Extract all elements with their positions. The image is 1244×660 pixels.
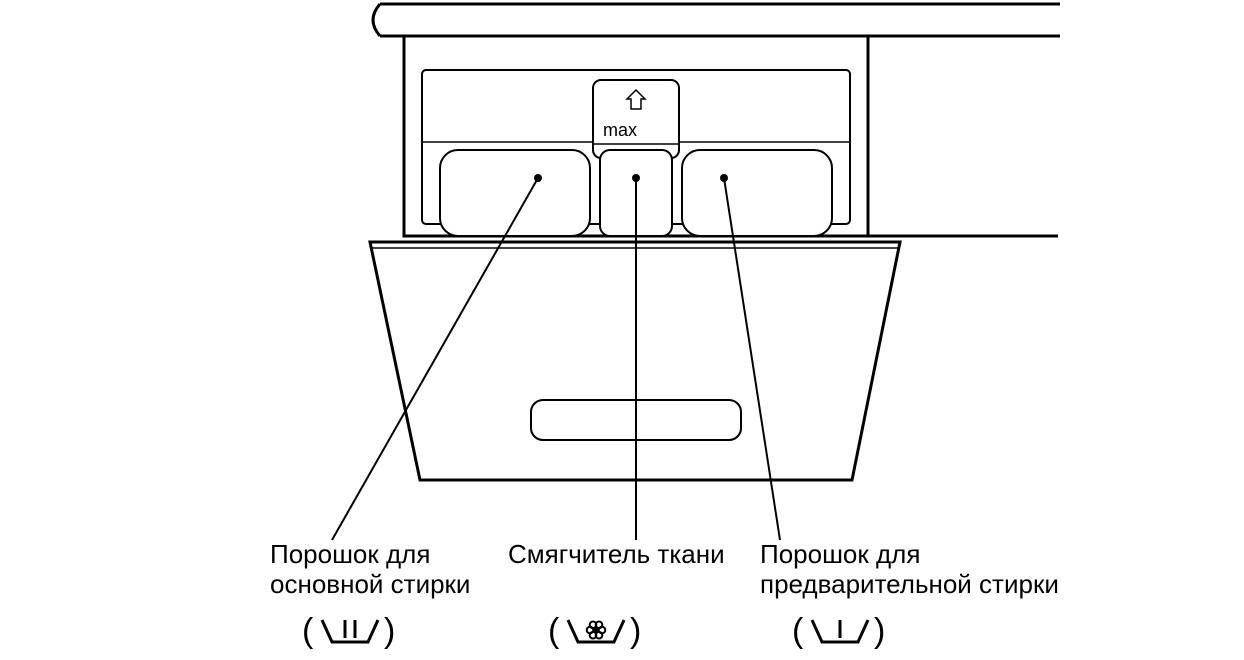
svg-text:(: ( bbox=[548, 612, 560, 650]
svg-text:): ) bbox=[874, 612, 885, 650]
softener-max-label: max bbox=[603, 120, 637, 140]
label-pre-wash-line1: предварительной стирки bbox=[760, 569, 1059, 599]
svg-text:): ) bbox=[384, 612, 395, 650]
leader-main-wash bbox=[332, 178, 538, 540]
svg-text:): ) bbox=[630, 612, 641, 650]
label-main-wash-line0: Порошок для bbox=[270, 539, 430, 569]
symbol-flower: () bbox=[548, 612, 641, 650]
label-main-wash-line1: основной стирки bbox=[270, 569, 470, 599]
label-softener-line0: Смягчитель ткани bbox=[508, 539, 725, 569]
compartment-pre-wash bbox=[682, 150, 832, 236]
svg-text:(: ( bbox=[302, 612, 314, 650]
svg-text:(: ( bbox=[792, 612, 804, 650]
compartment-main-wash bbox=[440, 150, 590, 236]
symbol-I: () bbox=[792, 612, 885, 650]
label-pre-wash-line0: Порошок для bbox=[760, 539, 920, 569]
detergent-drawer-diagram: maxПорошок дляосновной стиркиСмягчитель … bbox=[0, 0, 1244, 660]
symbol-II: () bbox=[302, 612, 395, 650]
